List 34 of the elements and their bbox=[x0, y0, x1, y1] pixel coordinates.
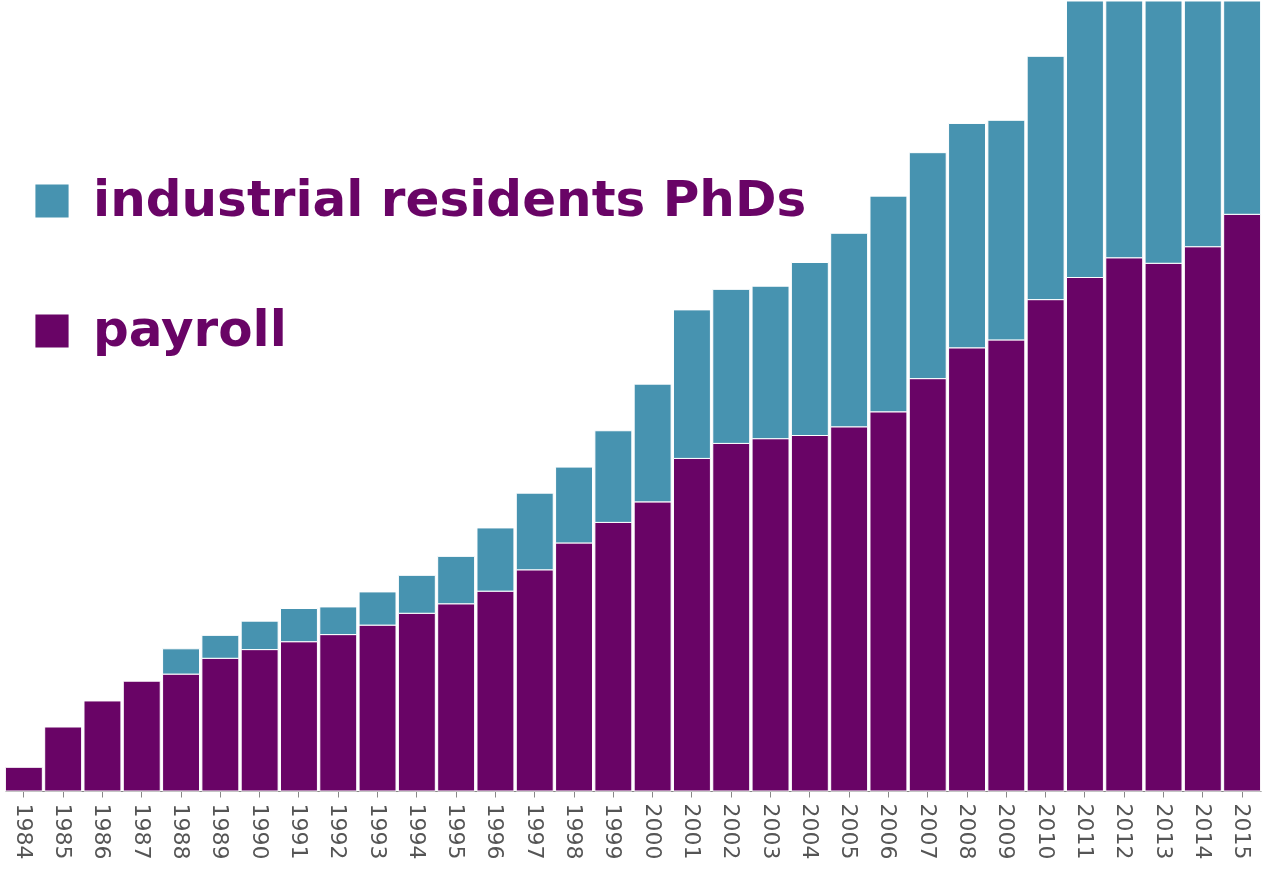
x-tick-label: 1985 bbox=[51, 803, 77, 860]
x-tick-label: 2001 bbox=[679, 803, 705, 860]
x-tick-label: 1996 bbox=[483, 803, 509, 860]
x-tick-label: 1987 bbox=[129, 803, 155, 860]
x-tick-label: 1999 bbox=[601, 803, 627, 860]
x-tick-label: 1986 bbox=[90, 803, 116, 860]
x-tick-label: 2003 bbox=[758, 803, 784, 860]
x-tick-label: 2005 bbox=[837, 803, 863, 860]
x-tick-label: 2011 bbox=[1072, 803, 1098, 860]
x-tick-label: 2000 bbox=[640, 803, 666, 860]
x-tick-label: 2012 bbox=[1112, 803, 1138, 860]
x-tick-label: 1991 bbox=[286, 803, 312, 860]
x-tick-label: 1998 bbox=[562, 803, 588, 860]
x-tick-label: 1994 bbox=[404, 803, 430, 860]
x-tick-label: 1988 bbox=[169, 803, 195, 860]
x-tick-label: 2015 bbox=[1230, 803, 1256, 860]
x-tick-label: 1992 bbox=[326, 803, 352, 860]
x-tick-label: 2009 bbox=[994, 803, 1020, 860]
x-tick-label: 2014 bbox=[1190, 803, 1216, 860]
x-tick-label: 2004 bbox=[797, 803, 823, 860]
x-tick-label: 1989 bbox=[208, 803, 234, 860]
x-tick-label: 1993 bbox=[365, 803, 391, 860]
x-tick-label: 2008 bbox=[955, 803, 981, 860]
x-tick-label: 2010 bbox=[1033, 803, 1059, 860]
x-tick-label: 2013 bbox=[1151, 803, 1177, 860]
x-tick-label: 1990 bbox=[247, 803, 273, 860]
x-tick-label: 1984 bbox=[11, 803, 37, 860]
legend-label: industrial residents PhDs bbox=[93, 170, 807, 228]
legend-label: payroll bbox=[93, 300, 287, 358]
x-tick-label: 2007 bbox=[915, 803, 941, 860]
x-tick-label: 1995 bbox=[444, 803, 470, 860]
x-tick-label: 1997 bbox=[522, 803, 548, 860]
x-tick-label: 2006 bbox=[876, 803, 902, 860]
x-tick-label: 2002 bbox=[719, 803, 745, 860]
